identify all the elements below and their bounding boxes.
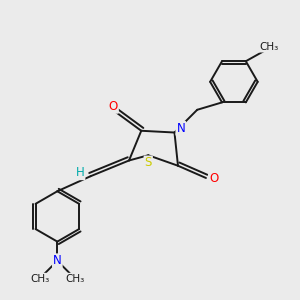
Text: S: S [145, 156, 152, 170]
Text: O: O [109, 100, 118, 113]
Text: CH₃: CH₃ [260, 42, 279, 52]
Text: CH₃: CH₃ [30, 274, 49, 284]
Text: O: O [209, 172, 218, 185]
Text: N: N [53, 254, 62, 267]
Text: H: H [76, 166, 84, 179]
Text: CH₃: CH₃ [65, 274, 85, 284]
Text: N: N [176, 122, 185, 135]
